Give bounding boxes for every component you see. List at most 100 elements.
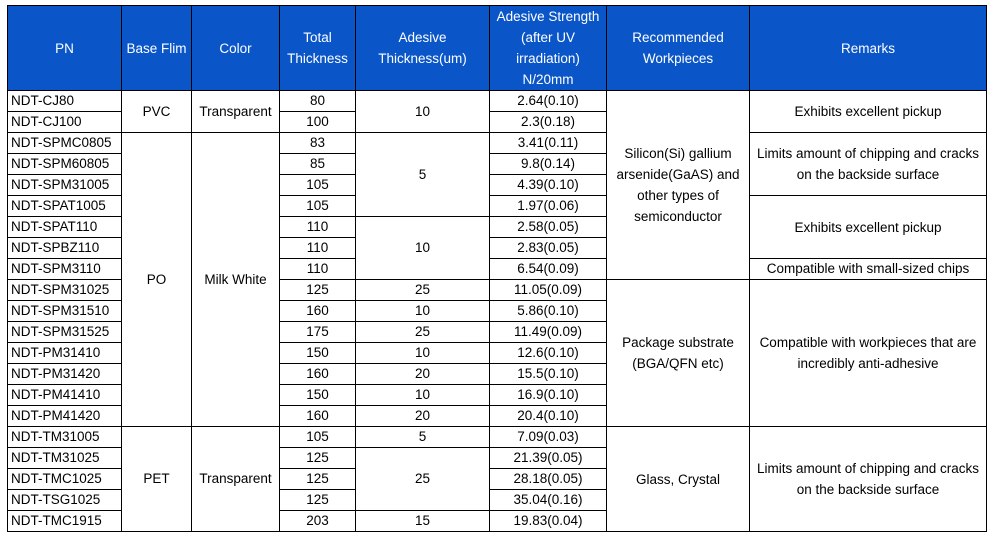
pn-cell: NDT-TSG1025 (7, 489, 122, 511)
table-row: NDT-SPAT110 110 10 2.58(0.05) (7, 216, 987, 280)
header-total-thickness: Total Thickness (279, 5, 356, 91)
adhesive-strength-cell: 6.54(0.09) (489, 258, 607, 280)
pn-cell: NDT-CJ100 (7, 111, 122, 133)
product-spec-table: PN Base Flim Color Total Thickness Adesi… (7, 5, 987, 532)
table-row: NDT-TM31025 125 25 21.39(0.05) (7, 447, 987, 511)
adhesive-thickness-cell: 10 (355, 300, 490, 322)
remarks-cell: Limits amount of chipping and cracks on … (749, 132, 987, 196)
total-thickness-cell: 110 (279, 216, 356, 238)
adhesive-strength-cell: 2.64(0.10) (489, 90, 607, 112)
adhesive-strength-cell: 9.8(0.14) (489, 153, 607, 175)
adhesive-strength-cell: 3.41(0.11) (489, 132, 607, 154)
table-row: NDT-TMC1025 125 28.18(0.05) (7, 468, 987, 490)
table-row: NDT-SPM31510 160 10 5.86(0.10) (7, 300, 987, 322)
table-row: NDT-SPM31025 125 25 11.05(0.09) Package … (7, 279, 987, 427)
total-thickness-cell: 83 (279, 132, 356, 154)
adhesive-strength-cell: 2.3(0.18) (489, 111, 607, 133)
header-pn: PN (7, 5, 122, 91)
total-thickness-cell: 125 (279, 468, 356, 490)
adhesive-strength-cell: 12.6(0.10) (489, 342, 607, 364)
pn-cell: NDT-SPBZ110 (7, 237, 122, 259)
pn-cell: NDT-SPM31525 (7, 321, 122, 343)
recommended-workpieces-cell: Silicon(Si) gallium arsenide(GaAS) and o… (606, 90, 750, 280)
color-cell: Transparent (191, 426, 280, 532)
adhesive-strength-cell: 1.97(0.06) (489, 195, 607, 217)
total-thickness-cell: 160 (279, 363, 356, 385)
adhesive-thickness-cell: 10 (355, 90, 490, 133)
header-remarks: Remarks (749, 5, 987, 91)
pn-cell: NDT-PM41420 (7, 405, 122, 427)
adhesive-strength-cell: 20.4(0.10) (489, 405, 607, 427)
adhesive-strength-cell: 19.83(0.04) (489, 510, 607, 532)
adhesive-thickness-cell: 20 (355, 405, 490, 427)
total-thickness-cell: 105 (279, 195, 356, 217)
pn-cell: NDT-TMC1915 (7, 510, 122, 532)
base-film-cell: PVC (121, 90, 192, 133)
pn-cell: NDT-SPAT1005 (7, 195, 122, 217)
adhesive-strength-cell: 35.04(0.16) (489, 489, 607, 511)
total-thickness-cell: 150 (279, 384, 356, 406)
base-film-cell: PO (121, 132, 192, 427)
pn-cell: NDT-CJ80 (7, 90, 122, 112)
pn-cell: NDT-SPM3110 (7, 258, 122, 280)
adhesive-strength-cell: 2.83(0.05) (489, 237, 607, 259)
adhesive-thickness-cell: 10 (355, 216, 490, 280)
table-row: NDT-PM31410 150 10 12.6(0.10) (7, 342, 987, 364)
total-thickness-cell: 175 (279, 321, 356, 343)
pn-cell: NDT-PM41410 (7, 384, 122, 406)
recommended-workpieces-cell: Package substrate (BGA/QFN etc) (606, 279, 750, 427)
pn-cell: NDT-TM31025 (7, 447, 122, 469)
remarks-cell: Exhibits excellent pickup (749, 195, 987, 259)
header-base-film: Base Flim (121, 5, 192, 91)
total-thickness-cell: 125 (279, 279, 356, 301)
total-thickness-cell: 125 (279, 489, 356, 511)
table-row: NDT-PM41420 160 20 20.4(0.10) (7, 405, 987, 427)
adhesive-thickness-cell: 10 (355, 384, 490, 406)
total-thickness-cell: 80 (279, 90, 356, 112)
adhesive-strength-cell: 28.18(0.05) (489, 468, 607, 490)
table-row: NDT-TMC1915 203 15 19.83(0.04) (7, 510, 987, 532)
adhesive-thickness-cell: 25 (355, 447, 490, 511)
table-row: NDT-SPM60805 85 9.8(0.14) (7, 153, 987, 175)
total-thickness-cell: 203 (279, 510, 356, 532)
adhesive-thickness-cell: 25 (355, 279, 490, 301)
adhesive-strength-cell: 7.09(0.03) (489, 426, 607, 448)
color-cell: Transparent (191, 90, 280, 133)
table-row: NDT-SPM3110 110 6.54(0.09) Compatible wi… (7, 258, 987, 280)
adhesive-strength-cell: 15.5(0.10) (489, 363, 607, 385)
remarks-cell: Compatible with workpieces that are incr… (749, 279, 987, 427)
base-film-cell: PET (121, 426, 192, 532)
total-thickness-cell: 85 (279, 153, 356, 175)
total-thickness-cell: 105 (279, 426, 356, 448)
pn-cell: NDT-SPMC0805 (7, 132, 122, 154)
table-row: NDT-TM31005 PET Transparent 105 5 7.09(0… (7, 426, 987, 532)
adhesive-thickness-cell: 15 (355, 510, 490, 532)
adhesive-strength-cell: 16.9(0.10) (489, 384, 607, 406)
adhesive-thickness-cell: 5 (355, 132, 490, 217)
adhesive-thickness-cell: 20 (355, 363, 490, 385)
total-thickness-cell: 125 (279, 447, 356, 469)
table-row: NDT-PM41410 150 10 16.9(0.10) (7, 384, 987, 406)
total-thickness-cell: 110 (279, 258, 356, 280)
adhesive-strength-cell: 11.05(0.09) (489, 279, 607, 301)
adhesive-strength-cell: 21.39(0.05) (489, 447, 607, 469)
color-cell: Milk White (191, 132, 280, 427)
table-row: NDT-SPAT1005 105 1.97(0.06) Exhibits exc… (7, 195, 987, 259)
remarks-cell: Limits amount of chipping and cracks on … (749, 426, 987, 532)
adhesive-strength-cell: 4.39(0.10) (489, 174, 607, 196)
total-thickness-cell: 160 (279, 300, 356, 322)
pn-cell: NDT-TM31005 (7, 426, 122, 448)
adhesive-strength-cell: 5.86(0.10) (489, 300, 607, 322)
total-thickness-cell: 160 (279, 405, 356, 427)
table-row: NDT-CJ80 PVC Transparent 80 10 2.64(0.10… (7, 90, 987, 280)
pn-cell: NDT-TMC1025 (7, 468, 122, 490)
header-color: Color (191, 5, 280, 91)
pn-cell: NDT-PM31420 (7, 363, 122, 385)
recommended-workpieces-cell: Glass, Crystal (606, 426, 750, 532)
adhesive-strength-cell: 2.58(0.05) (489, 216, 607, 238)
header-recommended-workpieces: Recommended Workpieces (606, 5, 750, 91)
pn-cell: NDT-SPM31510 (7, 300, 122, 322)
adhesive-strength-cell: 11.49(0.09) (489, 321, 607, 343)
remarks-cell: Compatible with small-sized chips (749, 258, 987, 280)
total-thickness-cell: 100 (279, 111, 356, 133)
